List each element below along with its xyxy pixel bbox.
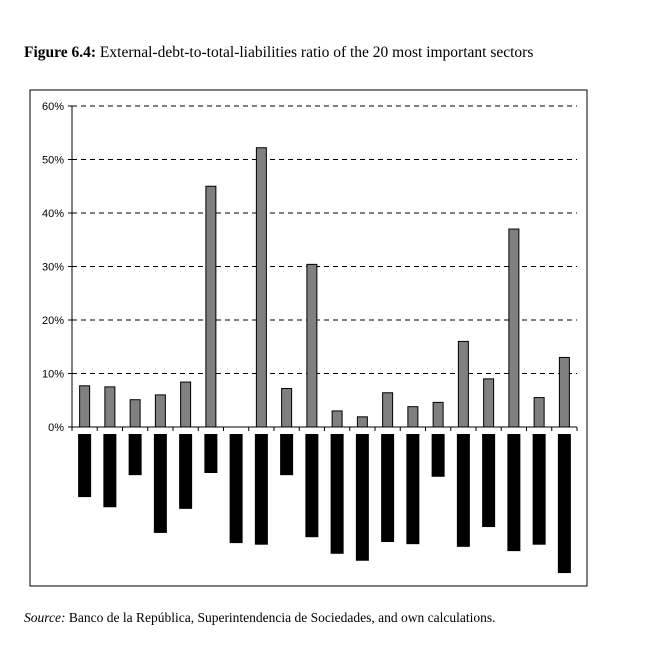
source-label: Source:	[24, 610, 66, 625]
y-tick-label: 50%	[42, 155, 64, 167]
bar-upper-8	[255, 147, 267, 428]
source-text: Banco de la República, Superintendencia …	[68, 610, 496, 625]
bar-upper-14	[407, 406, 419, 428]
bar-lower-19	[532, 434, 546, 545]
bars	[78, 147, 571, 574]
bar-lower-5	[179, 434, 193, 509]
figure-title: Figure 6.4: External-debt-to-total-liabi…	[24, 44, 533, 62]
y-tick-label: 10%	[42, 369, 64, 381]
bar-lower-13	[381, 434, 395, 543]
figure-caption: External-debt-to-total-liabilities ratio…	[99, 44, 534, 61]
bar-lower-8	[254, 434, 268, 545]
y-axis: 0% 10% 20% 30% 40% 50% 60%	[42, 101, 578, 434]
bar-upper-12	[356, 416, 368, 428]
bar-lower-18	[507, 434, 521, 552]
bar-lower-16	[456, 434, 470, 547]
figure-label: Figure 6.4:	[24, 44, 97, 61]
y-tick-label: 40%	[42, 208, 64, 220]
bar-lower-11	[330, 434, 344, 554]
bar-upper-4	[154, 394, 166, 428]
bar-upper-9	[281, 387, 293, 428]
bar-upper-5	[180, 381, 192, 428]
figure-source: Source: Banco de la República, Superinte…	[24, 610, 495, 626]
y-tick-label: 0%	[48, 422, 64, 434]
y-tick-label: 20%	[42, 315, 64, 327]
bar-upper-17	[483, 378, 495, 428]
bar-lower-17	[482, 434, 496, 528]
y-tick-label: 30%	[42, 262, 64, 274]
bar-upper-11	[331, 410, 343, 428]
bar-lower-3	[128, 434, 142, 476]
bar-lower-12	[355, 434, 369, 561]
bar-lower-4	[153, 434, 167, 533]
bar-lower-10	[305, 434, 319, 538]
bar-lower-15	[431, 434, 445, 477]
bar-upper-13	[382, 392, 394, 428]
chart-frame	[29, 89, 588, 587]
y-tick-label: 60%	[42, 101, 64, 113]
bar-upper-1	[79, 385, 91, 428]
bar-lower-20	[557, 434, 571, 574]
bar-lower-9	[280, 434, 294, 476]
bar-lower-6	[204, 434, 218, 474]
gridlines	[72, 105, 577, 374]
bar-upper-10	[306, 263, 318, 428]
bar-upper-18	[508, 228, 520, 428]
bar-upper-19	[533, 397, 545, 428]
bar-upper-2	[104, 386, 116, 428]
bar-upper-3	[129, 399, 141, 428]
bar-upper-20	[558, 356, 570, 428]
bar-upper-15	[432, 401, 444, 428]
bar-lower-1	[78, 434, 92, 498]
bar-upper-16	[457, 340, 469, 428]
bar-lower-14	[406, 434, 420, 545]
bar-upper-6	[205, 185, 217, 428]
bar-lower-2	[103, 434, 117, 508]
bar-lower-7	[229, 434, 243, 544]
